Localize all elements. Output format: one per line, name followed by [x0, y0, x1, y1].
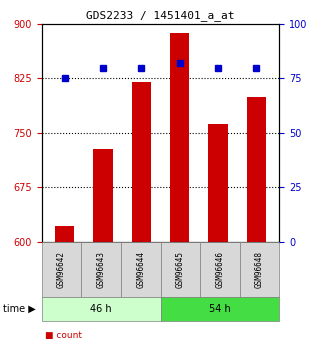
Text: GSM96642: GSM96642 [57, 250, 66, 288]
Bar [170, 33, 189, 242]
Text: GSM96643: GSM96643 [97, 250, 106, 288]
Text: 54 h: 54 h [209, 304, 231, 314]
Text: time ▶: time ▶ [3, 304, 36, 314]
Text: GSM96646: GSM96646 [215, 250, 224, 288]
Bar [208, 124, 228, 241]
Bar [93, 149, 113, 242]
Text: 46 h: 46 h [90, 304, 112, 314]
Bar [132, 82, 151, 242]
Text: GDS2233 / 1451401_a_at: GDS2233 / 1451401_a_at [86, 10, 235, 21]
Text: GSM96645: GSM96645 [176, 250, 185, 288]
Text: GSM96644: GSM96644 [136, 250, 145, 288]
Text: ■ count: ■ count [45, 331, 82, 340]
Text: GSM96648: GSM96648 [255, 250, 264, 288]
Bar [55, 226, 74, 241]
Bar [247, 97, 266, 242]
